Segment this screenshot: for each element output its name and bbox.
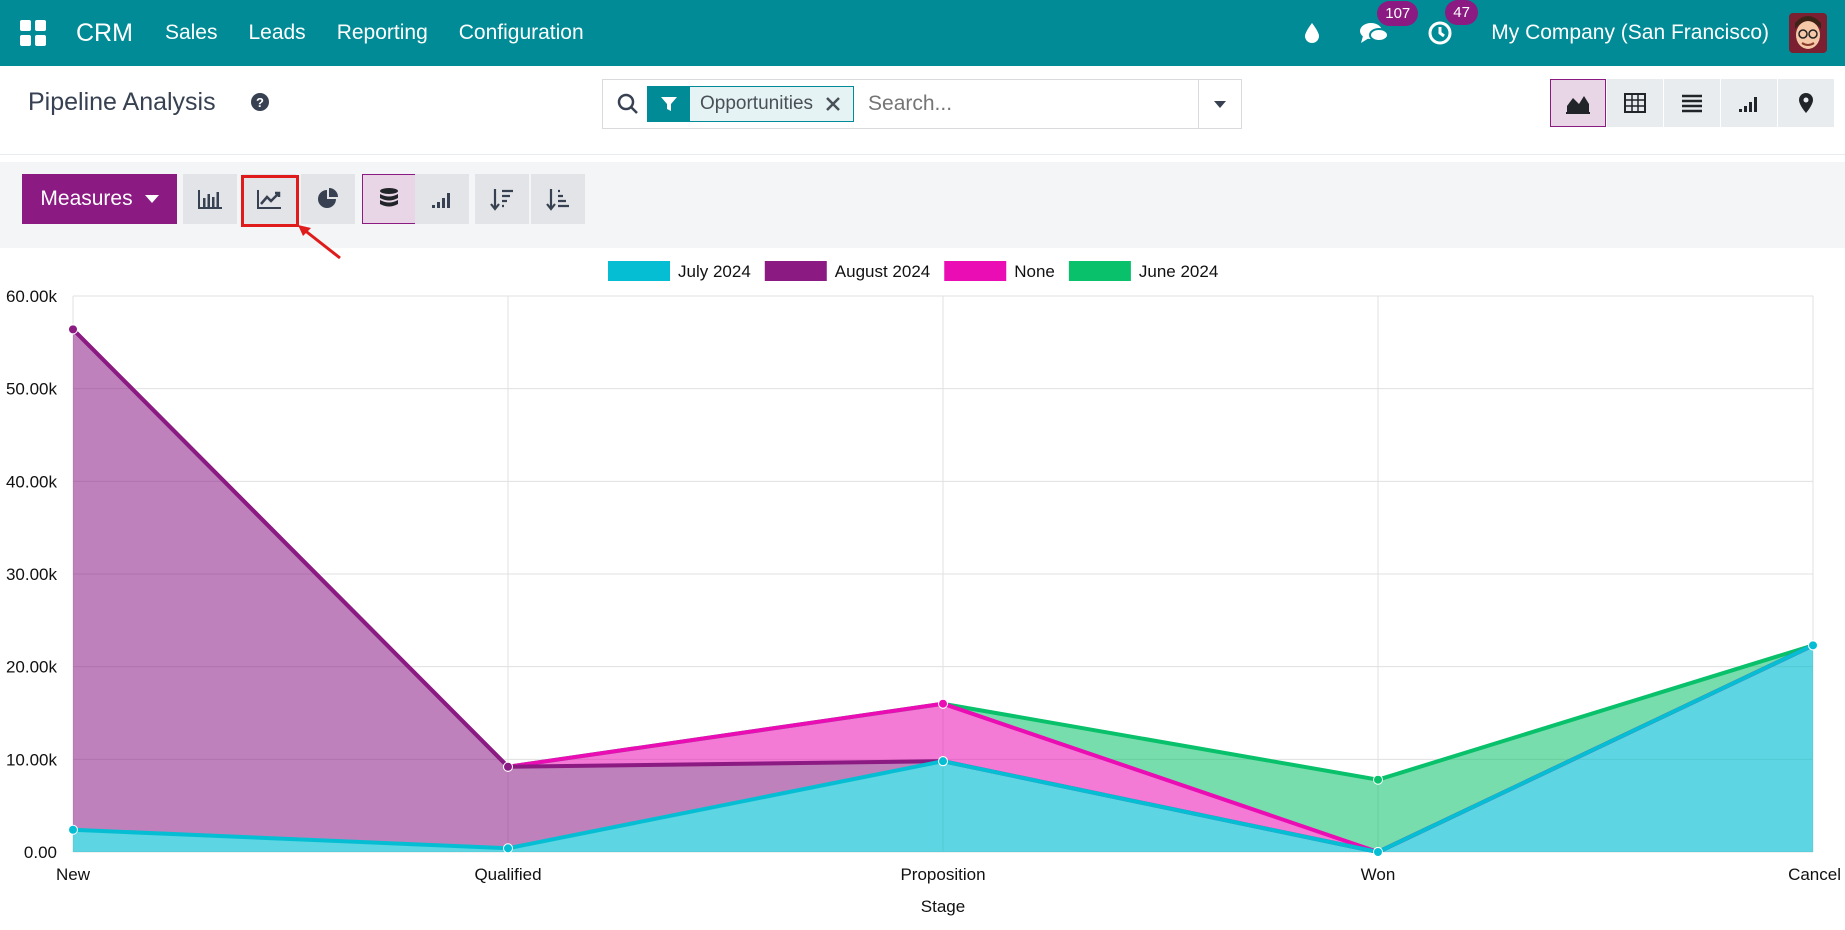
area-2 bbox=[73, 329, 1813, 852]
data-point bbox=[503, 843, 513, 854]
data-point bbox=[1373, 847, 1383, 857]
activities-badge: 47 bbox=[1445, 0, 1478, 25]
bar-chart-button[interactable] bbox=[183, 174, 237, 224]
signal-bars-icon bbox=[1739, 97, 1757, 112]
area-1 bbox=[73, 329, 1813, 852]
data-point bbox=[1808, 640, 1818, 651]
company-switcher[interactable]: My Company (San Francisco) bbox=[1491, 21, 1769, 44]
y-tick-label: 60.00k bbox=[6, 287, 58, 306]
facet-remove-icon[interactable] bbox=[825, 87, 854, 121]
stacked-toggle-button[interactable] bbox=[362, 174, 416, 224]
legend-swatch bbox=[764, 261, 827, 281]
area-0 bbox=[73, 645, 1813, 852]
y-tick-label: 50.00k bbox=[6, 380, 58, 399]
y-tick-label: 10.00k bbox=[6, 750, 58, 769]
menu-configuration[interactable]: Configuration bbox=[458, 21, 584, 44]
legend-swatch bbox=[608, 261, 670, 281]
pipeline-area-chart: 0.00 10.00k 20.00k 30.00k 40.00k 50.00k 60.00k… bbox=[6, 261, 1841, 916]
bar-chart-icon bbox=[198, 190, 222, 209]
data-point bbox=[68, 824, 78, 835]
legend-label: July 2024 bbox=[678, 262, 751, 281]
x-axis-label: Stage bbox=[921, 897, 965, 916]
view-list-button[interactable] bbox=[1664, 79, 1720, 127]
graph-toolbar: Measures bbox=[0, 162, 1845, 248]
view-graph-button[interactable] bbox=[1550, 79, 1606, 127]
data-point bbox=[68, 324, 78, 335]
search-icon[interactable] bbox=[617, 93, 639, 115]
y-tick-label: 30.00k bbox=[6, 565, 58, 584]
x-tick-label: Cancel bbox=[1788, 865, 1841, 884]
top-navbar: CRM Sales Leads Reporting Configuration … bbox=[0, 0, 1845, 67]
caret-down-icon bbox=[144, 195, 159, 203]
svg-text:?: ? bbox=[256, 95, 264, 110]
data-point bbox=[1373, 774, 1383, 785]
cumulative-toggle-button[interactable] bbox=[415, 174, 469, 224]
y-tick-label: 0.00 bbox=[24, 843, 57, 862]
pie-chart-button[interactable] bbox=[301, 174, 355, 224]
sort-descending-button[interactable] bbox=[475, 174, 529, 224]
x-tick-label: Proposition bbox=[900, 865, 985, 884]
list-icon bbox=[1682, 94, 1702, 113]
view-pivot-button[interactable] bbox=[1607, 79, 1663, 127]
filter-icon bbox=[648, 87, 690, 121]
chat-icon bbox=[1360, 23, 1390, 43]
y-tick-label: 20.00k bbox=[6, 658, 58, 677]
messages-button[interactable]: 107 bbox=[1359, 1, 1419, 45]
legend-swatch bbox=[1068, 261, 1131, 281]
drop-icon[interactable] bbox=[1303, 22, 1321, 44]
activities-button[interactable]: 47 bbox=[1427, 0, 1478, 46]
clock-icon bbox=[1428, 21, 1452, 45]
search-options-toggle[interactable] bbox=[1198, 80, 1241, 128]
x-tick-label: Qualified bbox=[474, 865, 541, 884]
sort-ascending-icon bbox=[546, 189, 569, 211]
sort-descending-icon bbox=[490, 189, 513, 211]
facet-label: Opportunities bbox=[690, 87, 826, 121]
view-cohort-button[interactable] bbox=[1721, 79, 1777, 127]
menu-sales[interactable]: Sales bbox=[164, 21, 218, 44]
legend-label: August 2024 bbox=[835, 262, 930, 281]
measures-label: Measures bbox=[40, 187, 133, 210]
view-switcher bbox=[1549, 79, 1834, 127]
database-icon bbox=[380, 188, 398, 207]
caret-down-icon bbox=[1214, 101, 1226, 108]
x-tick-label: New bbox=[56, 865, 91, 884]
line-chart-icon bbox=[257, 190, 281, 209]
user-avatar[interactable] bbox=[1789, 13, 1827, 53]
search-input[interactable] bbox=[866, 91, 1171, 117]
control-panel: Pipeline Analysis ? Opportunities bbox=[0, 66, 1845, 155]
y-tick-label: 40.00k bbox=[6, 472, 58, 491]
data-point bbox=[938, 756, 948, 767]
area-chart-icon bbox=[1566, 96, 1590, 114]
menu-leads[interactable]: Leads bbox=[248, 21, 306, 44]
signal-bars-icon bbox=[432, 193, 450, 208]
page-title: Pipeline Analysis bbox=[28, 88, 216, 116]
legend-swatch bbox=[944, 261, 1007, 281]
map-pin-icon bbox=[1799, 93, 1813, 113]
data-point bbox=[503, 761, 513, 772]
table-icon bbox=[1624, 93, 1646, 113]
pie-chart-icon bbox=[318, 188, 338, 208]
line-chart-button[interactable] bbox=[242, 174, 296, 224]
legend-label: June 2024 bbox=[1139, 262, 1218, 281]
x-tick-label: Won bbox=[1361, 865, 1396, 884]
help-icon[interactable]: ? bbox=[250, 92, 270, 117]
app-brand[interactable]: CRM bbox=[76, 18, 133, 47]
messages-badge: 107 bbox=[1377, 1, 1419, 26]
measures-dropdown-button[interactable]: Measures bbox=[22, 174, 177, 224]
search-bar: Opportunities bbox=[602, 79, 1242, 129]
sort-ascending-button[interactable] bbox=[531, 174, 585, 224]
data-point bbox=[938, 698, 948, 709]
apps-menu-icon[interactable] bbox=[20, 20, 46, 46]
menu-reporting[interactable]: Reporting bbox=[336, 21, 428, 44]
view-map-button[interactable] bbox=[1778, 79, 1834, 127]
legend-label: None bbox=[1014, 262, 1055, 281]
filter-facet: Opportunities bbox=[647, 86, 855, 122]
